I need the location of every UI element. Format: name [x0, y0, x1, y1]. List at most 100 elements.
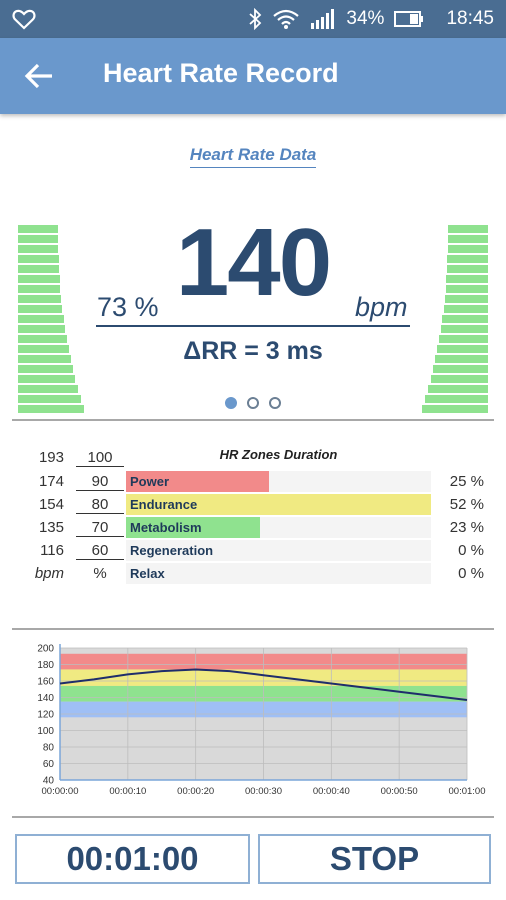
zone-bar: Regeneration — [126, 540, 431, 561]
y-tick-label: 140 — [37, 693, 54, 704]
x-tick-label: 00:00:00 — [42, 786, 79, 797]
zone-bpm: 174 — [38, 473, 64, 490]
y-tick-label: 180 — [37, 660, 54, 671]
x-tick-label: 00:01:00 — [449, 786, 486, 797]
zones-title: HR Zones Duration — [219, 447, 338, 462]
y-tick-label: 160 — [37, 677, 54, 688]
level-bar — [444, 305, 488, 313]
level-bar — [447, 255, 488, 263]
level-bar — [448, 245, 488, 253]
zone-duration: 25 % — [449, 473, 484, 490]
page-dot-1[interactable] — [225, 397, 237, 409]
zone-pct-threshold: 70 — [76, 519, 124, 537]
heart-outline-icon — [12, 9, 36, 30]
x-tick-label: 00:00:20 — [177, 786, 214, 797]
zone-duration: 0 % — [458, 565, 484, 582]
level-bar — [448, 235, 488, 243]
zone-duration: 52 % — [449, 496, 484, 513]
level-bar — [18, 405, 84, 413]
zone-name: Power — [130, 474, 170, 489]
top-pct: 100 — [76, 449, 124, 467]
y-tick-label: 200 — [37, 644, 54, 655]
wifi-icon — [273, 9, 300, 29]
app-bar: Heart Rate Record — [0, 38, 506, 114]
level-bar — [433, 365, 488, 373]
level-bar — [18, 295, 61, 303]
zone-pct-threshold: 90 — [76, 473, 124, 491]
separator — [12, 419, 494, 421]
heart-rate-percent: 73 % — [97, 292, 159, 322]
zone-name: Metabolism — [130, 520, 202, 535]
level-bar — [425, 395, 488, 403]
zone-pct-threshold: % — [93, 565, 107, 582]
level-bar — [18, 265, 59, 273]
bluetooth-icon — [249, 8, 262, 30]
level-bar — [18, 255, 59, 263]
x-tick-label: 00:00:30 — [245, 786, 282, 797]
x-tick-label: 00:00:50 — [381, 786, 418, 797]
level-bar — [18, 305, 62, 313]
zone-bpm: bpm — [34, 565, 64, 582]
separator — [12, 816, 494, 818]
top-bpm: 193 — [38, 449, 64, 466]
y-tick-label: 80 — [43, 743, 55, 754]
level-bar — [428, 385, 488, 393]
divider — [96, 325, 410, 327]
page-indicator[interactable] — [225, 397, 281, 409]
level-bar — [442, 315, 488, 323]
level-bar — [437, 345, 488, 353]
level-bar — [18, 315, 64, 323]
x-tick-label: 00:00:40 — [313, 786, 350, 797]
level-bar — [18, 365, 73, 373]
y-tick-label: 60 — [43, 759, 55, 770]
level-bar — [441, 325, 488, 333]
page-title: Heart Rate Record — [103, 58, 339, 88]
series-line — [59, 668, 468, 701]
zone-pct-threshold: 60 — [76, 542, 124, 560]
y-tick-label: 100 — [37, 726, 54, 737]
zone-name: Regeneration — [130, 543, 214, 558]
x-tick-label: 00:00:10 — [109, 786, 146, 797]
timer-display[interactable]: 00:01:00 — [15, 834, 250, 884]
section-title: Heart Rate Data — [0, 145, 506, 168]
level-bar — [431, 375, 488, 383]
y-tick-label: 120 — [37, 710, 54, 721]
y-tick-label: 40 — [43, 776, 55, 787]
level-bar — [18, 275, 60, 283]
level-bar — [18, 235, 58, 243]
zone-bar-fill — [126, 517, 261, 538]
zone-bar: Metabolism — [126, 517, 431, 538]
separator — [12, 628, 494, 630]
level-bar — [18, 385, 78, 393]
battery-icon — [394, 11, 424, 27]
level-bar — [18, 245, 58, 253]
level-bar — [18, 355, 71, 363]
level-bar — [446, 285, 488, 293]
level-bar — [447, 265, 488, 273]
heart-rate-unit: bpm — [355, 292, 408, 322]
page-dot-2[interactable] — [247, 397, 259, 409]
delta-rr: ΔRR = 3 ms — [183, 337, 323, 365]
zone-bar: Power — [126, 471, 431, 492]
zone-bpm: 154 — [38, 496, 64, 513]
level-bar — [18, 395, 81, 403]
stop-button[interactable]: STOP — [258, 834, 491, 884]
zone-bar-fill — [126, 471, 270, 492]
arrow-left-icon[interactable] — [24, 62, 54, 90]
battery-percent: 34% — [346, 8, 385, 29]
level-bar — [18, 225, 58, 233]
zone-duration: 0 % — [458, 542, 484, 559]
heart-rate-value: 140 — [175, 209, 332, 316]
level-bar — [422, 405, 488, 413]
zone-name: Relax — [130, 566, 165, 581]
zone-name: Endurance — [130, 497, 198, 512]
zone-pct-threshold: 80 — [76, 496, 124, 514]
level-bar — [446, 275, 488, 283]
level-bar — [18, 375, 75, 383]
level-bar — [18, 335, 67, 343]
level-bar — [18, 345, 69, 353]
zone-bar: Relax — [126, 563, 431, 584]
page-dot-3[interactable] — [269, 397, 281, 409]
level-bar — [18, 285, 60, 293]
